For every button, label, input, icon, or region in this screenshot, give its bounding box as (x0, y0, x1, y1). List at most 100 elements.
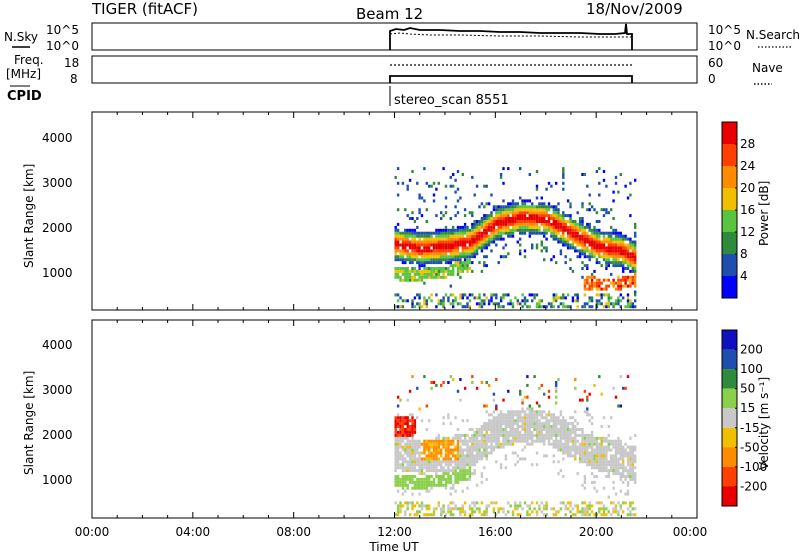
power-cell (543, 231, 546, 235)
colorbar-swatch (722, 254, 737, 276)
power-cell (540, 211, 543, 215)
power-cell (598, 249, 601, 253)
power-cell (394, 293, 397, 297)
power-cell (437, 258, 440, 262)
power-cell (590, 281, 594, 285)
power-cell (562, 243, 565, 247)
velocity-cell (478, 433, 481, 437)
power-cell (543, 305, 546, 309)
colorbar-tick-label: 16 (740, 203, 755, 217)
power-cell (487, 214, 491, 218)
power-cell (444, 240, 448, 244)
velocity-cell (622, 454, 625, 458)
power-cell (617, 243, 620, 247)
power-cell (404, 208, 407, 212)
velocity-cell (507, 425, 510, 428)
power-cell (519, 220, 522, 223)
power-cell (581, 267, 584, 270)
velocity-cell (485, 504, 488, 508)
power-cell (550, 302, 553, 306)
power-cell (428, 255, 431, 259)
power-cell (531, 205, 534, 209)
power-cell (418, 249, 421, 253)
power-cell (471, 225, 474, 229)
velocity-cell (463, 433, 467, 437)
power-cell (447, 269, 450, 273)
power-cell (514, 208, 517, 212)
velocity-cell (576, 422, 579, 426)
velocity-cell (581, 454, 584, 458)
power-cell (463, 208, 467, 212)
velocity-cell (466, 457, 469, 461)
power-cell (478, 231, 481, 235)
power-cell (437, 275, 440, 279)
power-cell (610, 302, 613, 306)
power-cell (523, 222, 527, 226)
power-cell (490, 231, 493, 235)
velocity-cell (401, 454, 405, 458)
power-cell (605, 261, 608, 265)
power-cell (420, 275, 424, 279)
velocity-cell (504, 413, 508, 417)
velocity-cell (463, 454, 467, 458)
power-cell (578, 237, 582, 241)
power-cell (420, 264, 424, 268)
velocity-cell (447, 463, 450, 467)
velocity-cell (586, 439, 589, 443)
velocity-cell (404, 430, 407, 434)
velocity-cell (519, 501, 522, 505)
power-cell (557, 220, 560, 223)
velocity-cell (454, 436, 457, 440)
power-cell (583, 234, 587, 238)
power-cell (442, 269, 445, 273)
power-cell (473, 220, 476, 223)
power-cell (480, 202, 484, 206)
power-cell (588, 228, 591, 232)
velocity-cell (598, 501, 601, 505)
power-cell (478, 225, 481, 229)
velocity-cell (555, 425, 558, 428)
velocity-cell (454, 448, 457, 452)
power-cell (463, 252, 467, 256)
velocity-cell (442, 483, 445, 487)
velocity-cell (617, 445, 620, 449)
power-cell (447, 272, 450, 276)
velocity-cell (610, 466, 613, 470)
power-cell (435, 187, 438, 191)
power-cell (490, 234, 493, 238)
velocity-cell (401, 466, 405, 470)
velocity-cell (418, 483, 421, 487)
velocity-cell (432, 381, 436, 384)
power-cell (590, 205, 594, 209)
velocity-cell (497, 425, 500, 428)
power-cell (595, 170, 599, 173)
power-cell (456, 246, 460, 250)
power-cell (583, 246, 587, 250)
power-cell (634, 293, 637, 297)
velocity-cell (574, 439, 577, 443)
velocity-cell (418, 407, 421, 411)
velocity-cell (605, 513, 608, 517)
velocity-cell (507, 430, 510, 434)
power-cell (456, 267, 460, 270)
colorbar-swatch (722, 210, 737, 232)
velocity-cell (408, 419, 412, 423)
power-cell (495, 211, 498, 215)
power-cell (509, 299, 512, 303)
velocity-cell (404, 445, 407, 449)
power-cell (497, 217, 500, 220)
power-cell (408, 255, 412, 259)
power-cell (428, 184, 431, 188)
power-cell (576, 225, 579, 229)
velocity-cell (499, 463, 503, 467)
power-cell (581, 202, 584, 206)
power-cell (406, 272, 409, 276)
velocity-cell (564, 425, 567, 428)
power-cell (607, 305, 610, 309)
power-cell (430, 252, 433, 256)
power-cell (435, 240, 438, 244)
power-cell (411, 211, 414, 215)
velocity-cell (593, 513, 596, 517)
power-cell (444, 237, 448, 241)
power-cell (619, 284, 622, 288)
